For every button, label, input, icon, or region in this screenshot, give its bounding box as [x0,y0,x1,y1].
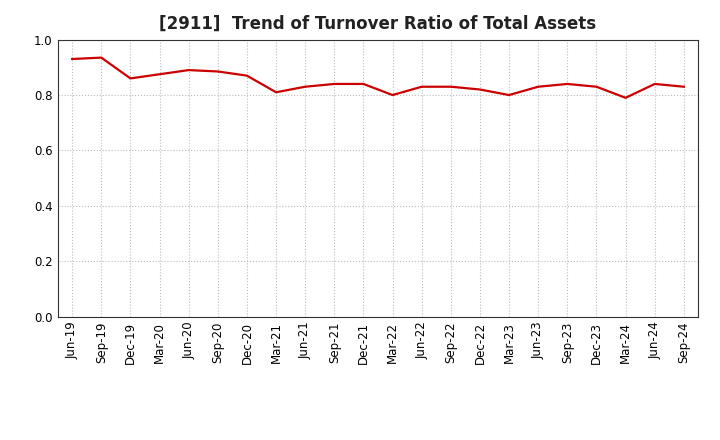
Title: [2911]  Trend of Turnover Ratio of Total Assets: [2911] Trend of Turnover Ratio of Total … [159,15,597,33]
